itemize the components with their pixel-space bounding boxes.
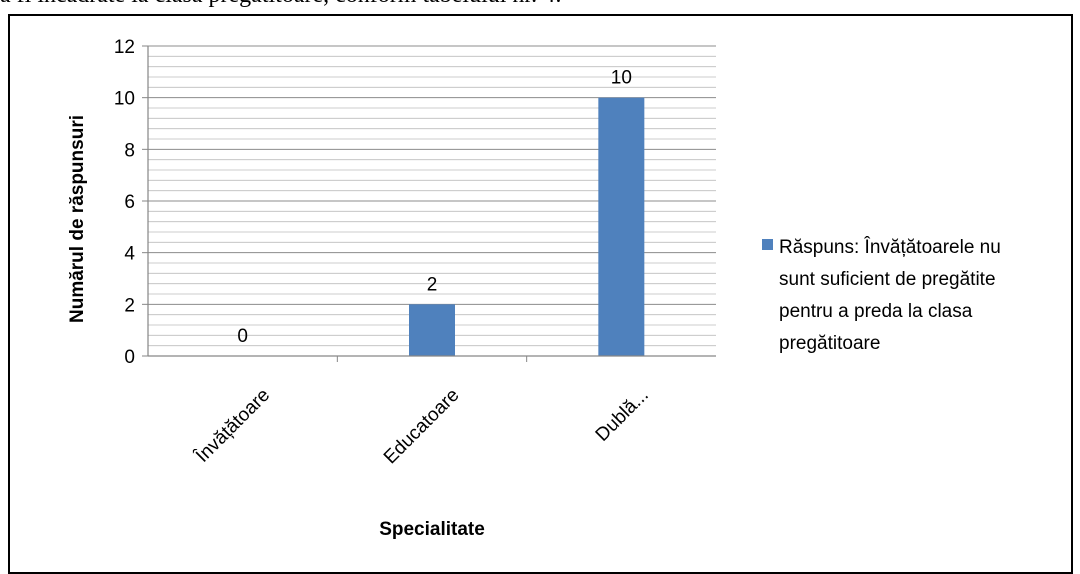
y-axis-ticks: 0 2 4 6 8 10 12	[114, 37, 148, 368]
data-label: 0	[237, 326, 248, 347]
legend-line: pregătitoare	[779, 333, 880, 354]
y-tick-label: 0	[124, 347, 135, 368]
x-axis-title: Specialitate	[379, 519, 485, 540]
legend-line: Răspuns: Învățătoarele nu	[779, 236, 1001, 258]
legend-line: sunt suficient de pregătite	[779, 269, 996, 290]
data-labels: 0 2 10	[237, 68, 632, 347]
y-tick-label: 10	[114, 89, 135, 110]
y-tick-label: 12	[114, 37, 135, 58]
data-label: 10	[611, 68, 632, 89]
y-tick-label: 8	[124, 140, 135, 161]
bars	[409, 97, 645, 357]
y-tick-label: 4	[124, 244, 135, 265]
legend-label: Răspuns: Învățătoarele nu sunt suficient …	[779, 236, 1001, 354]
data-label: 2	[427, 274, 438, 295]
x-tick-label: Educatoare	[380, 385, 464, 469]
x-tick-label: Dublă...	[592, 385, 653, 446]
bar-2	[409, 304, 455, 356]
y-tick-label: 6	[124, 192, 135, 213]
y-tick-label: 2	[124, 295, 135, 316]
bar-3	[598, 97, 645, 357]
x-axis-ticks: Învățătoare Educatoare Dublă...	[191, 356, 653, 468]
legend-line: pentru a preda la clasa	[779, 301, 973, 322]
document-text-fragment: a fi încadrate la clasa pregătitoare, co…	[0, 0, 1080, 10]
y-axis-title: Numărul de răspunsuri	[67, 115, 88, 323]
legend-swatch	[762, 239, 773, 250]
x-tick-label: Învățătoare	[191, 384, 274, 467]
legend: Răspuns: Învățătoarele nu sunt suficient …	[762, 236, 1001, 354]
